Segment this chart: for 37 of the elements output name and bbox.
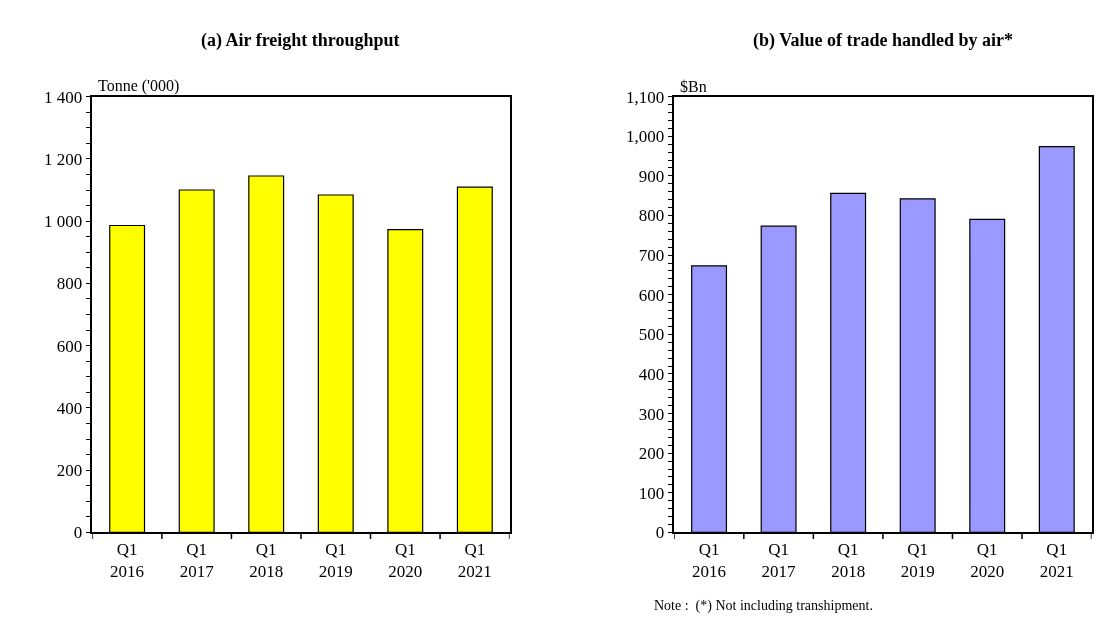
y-tick-label: 200 <box>56 461 83 481</box>
x-tick-label: Q1 2021 <box>457 539 492 581</box>
x-tick-label: Q1 2016 <box>110 539 145 581</box>
y-tick-label: 0 <box>655 523 665 543</box>
x-tick-label: Q1 2016 <box>692 539 727 581</box>
x-tick-label: Q1 2018 <box>249 539 284 581</box>
y-tick-label: 700 <box>638 246 665 266</box>
x-tick-label: Q1 2020 <box>970 539 1005 581</box>
y-tick-label: 200 <box>638 444 665 464</box>
y-tick-label: 800 <box>56 274 83 294</box>
y-tick-label: 500 <box>638 325 665 345</box>
y-tick-label: 0 <box>73 523 83 543</box>
y-tick-label: 1 000 <box>43 212 83 232</box>
x-tick-label: Q1 2017 <box>761 539 797 581</box>
x-tick-label: Q1 2017 <box>179 539 215 581</box>
y-tick-label: 400 <box>638 364 665 384</box>
y-tick-label: 300 <box>638 404 665 424</box>
x-tick-label: Q1 2018 <box>831 539 866 581</box>
y-tick-label: 400 <box>56 398 83 418</box>
y-tick-label: 1,000 <box>625 127 665 147</box>
text: Note : (*) Not including transhipment. <box>654 598 873 614</box>
chart-title: (b) Value of trade handled by air* <box>753 30 1014 51</box>
y-tick-label: 900 <box>638 166 665 186</box>
y-tick-label: 600 <box>638 285 665 305</box>
y-tick-label: 800 <box>638 206 665 226</box>
x-tick-label: Q1 2021 <box>1039 539 1074 581</box>
x-tick-label: Q1 2019 <box>900 539 935 581</box>
chart-title: (a) Air freight throughput <box>201 30 400 51</box>
x-tick-label: Q1 2019 <box>318 539 353 581</box>
y-axis-title: Tonne ('000) <box>98 77 180 95</box>
y-tick-label: 600 <box>56 336 83 356</box>
y-tick-label: 100 <box>638 483 665 503</box>
x-tick-label: Q1 2020 <box>388 539 423 581</box>
y-tick-label: 1,100 <box>625 87 665 107</box>
y-axis-title: $Bn <box>680 78 707 95</box>
y-tick-label: 1 200 <box>43 149 83 169</box>
y-tick-label: 1 400 <box>43 87 83 107</box>
